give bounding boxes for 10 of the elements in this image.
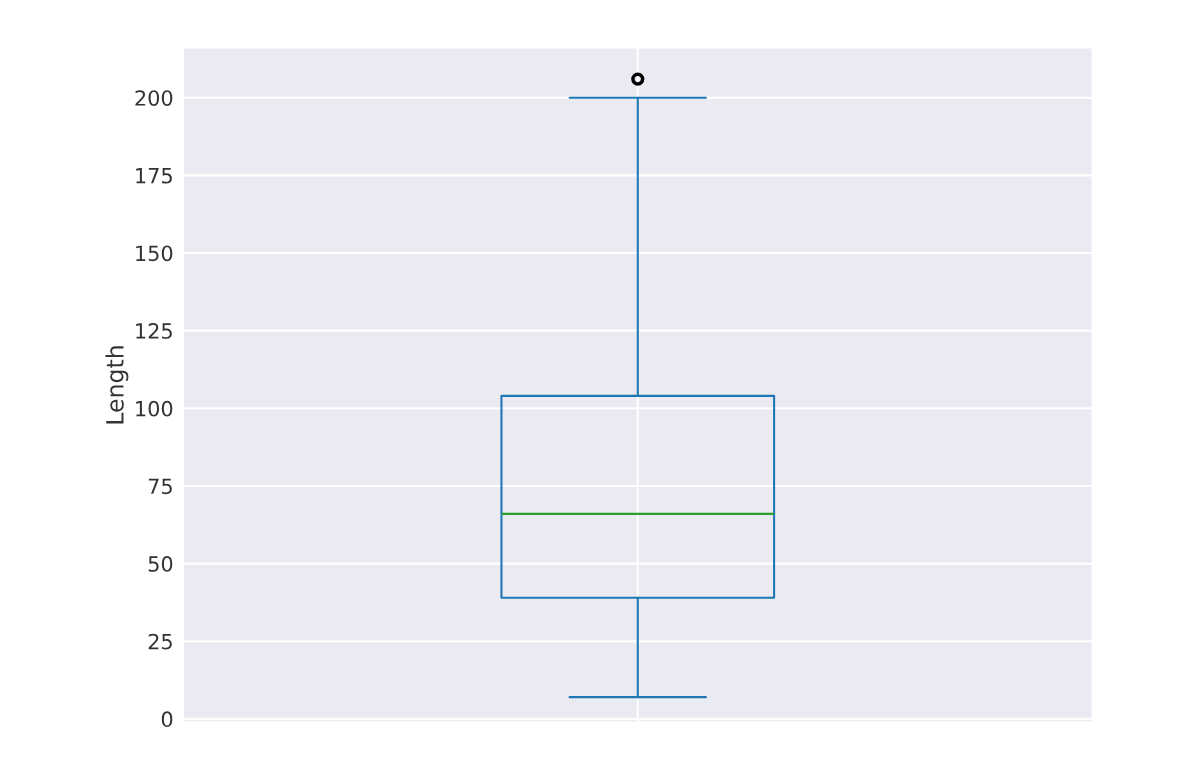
y-tick-label: 125 bbox=[136, 323, 172, 339]
y-tick-label: 25 bbox=[148, 633, 172, 650]
y-tick-label: 100 bbox=[136, 400, 173, 417]
y-tick-label: 0 bbox=[161, 711, 173, 728]
y-tick-label: 50 bbox=[148, 556, 173, 572]
y-tick-label: 200 bbox=[135, 90, 173, 106]
y-tick-label: 175 bbox=[136, 168, 172, 184]
y-tick-label: 75 bbox=[148, 478, 172, 495]
y-axis-title: Length bbox=[105, 346, 129, 424]
y-tick-label: 150 bbox=[136, 245, 173, 262]
